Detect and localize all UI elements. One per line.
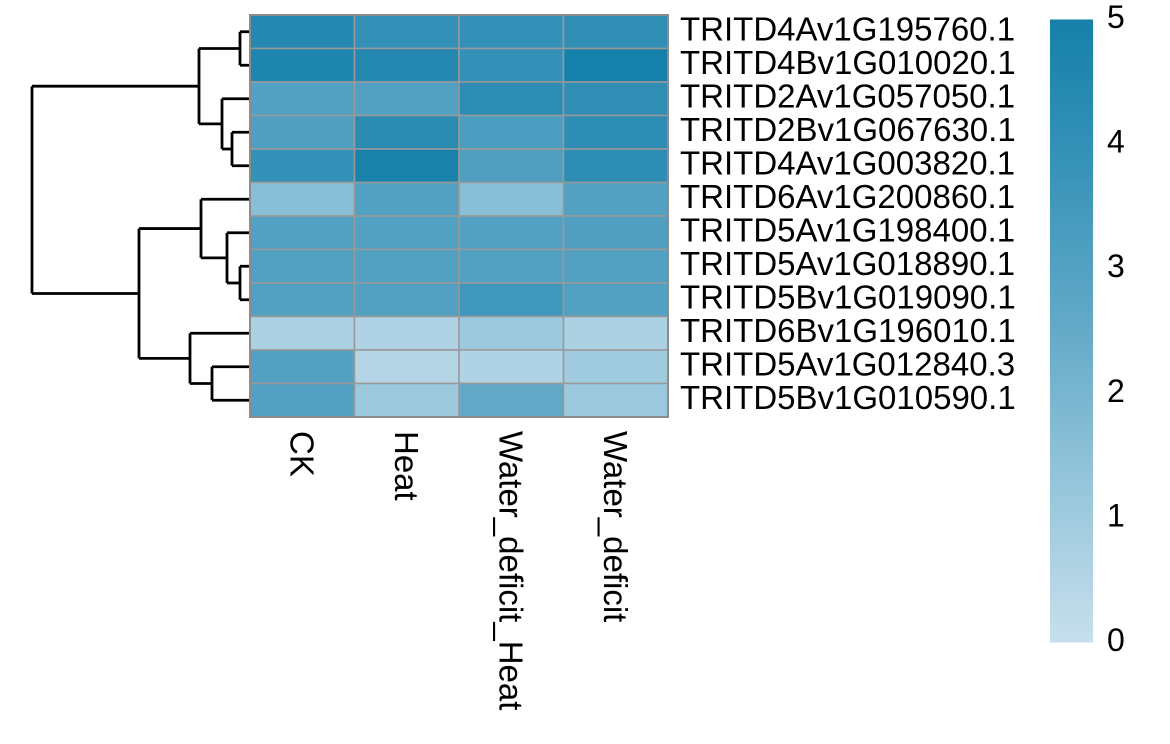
svg-text:Heat: Heat: [388, 431, 425, 501]
svg-text:TRITD2Bv1G067630.1: TRITD2Bv1G067630.1: [680, 111, 1016, 148]
svg-text:TRITD5Bv1G010590.1: TRITD5Bv1G010590.1: [680, 379, 1016, 416]
svg-text:TRITD6Bv1G196010.1: TRITD6Bv1G196010.1: [680, 312, 1016, 349]
svg-text:5: 5: [1107, 0, 1125, 35]
svg-text:2: 2: [1107, 373, 1125, 409]
svg-text:0: 0: [1107, 622, 1125, 658]
svg-text:TRITD6Av1G200860.1: TRITD6Av1G200860.1: [680, 178, 1015, 215]
svg-text:Water_deficit_Heat: Water_deficit_Heat: [492, 431, 529, 710]
svg-text:1: 1: [1107, 497, 1125, 533]
svg-text:TRITD4Av1G195760.1: TRITD4Av1G195760.1: [680, 10, 1015, 47]
svg-text:Water_deficit: Water_deficit: [597, 431, 634, 622]
svg-text:TRITD5Av1G198400.1: TRITD5Av1G198400.1: [680, 211, 1015, 248]
svg-text:TRITD2Av1G057050.1: TRITD2Av1G057050.1: [680, 77, 1015, 114]
svg-text:TRITD4Bv1G010020.1: TRITD4Bv1G010020.1: [680, 44, 1016, 81]
svg-text:TRITD5Av1G012840.3: TRITD5Av1G012840.3: [680, 345, 1015, 382]
svg-text:TRITD5Av1G018890.1: TRITD5Av1G018890.1: [680, 245, 1015, 282]
svg-text:TRITD5Bv1G019090.1: TRITD5Bv1G019090.1: [680, 278, 1016, 315]
svg-text:CK: CK: [283, 431, 320, 477]
svg-text:3: 3: [1107, 248, 1125, 284]
svg-text:TRITD4Av1G003820.1: TRITD4Av1G003820.1: [680, 144, 1015, 181]
svg-text:4: 4: [1107, 124, 1125, 160]
